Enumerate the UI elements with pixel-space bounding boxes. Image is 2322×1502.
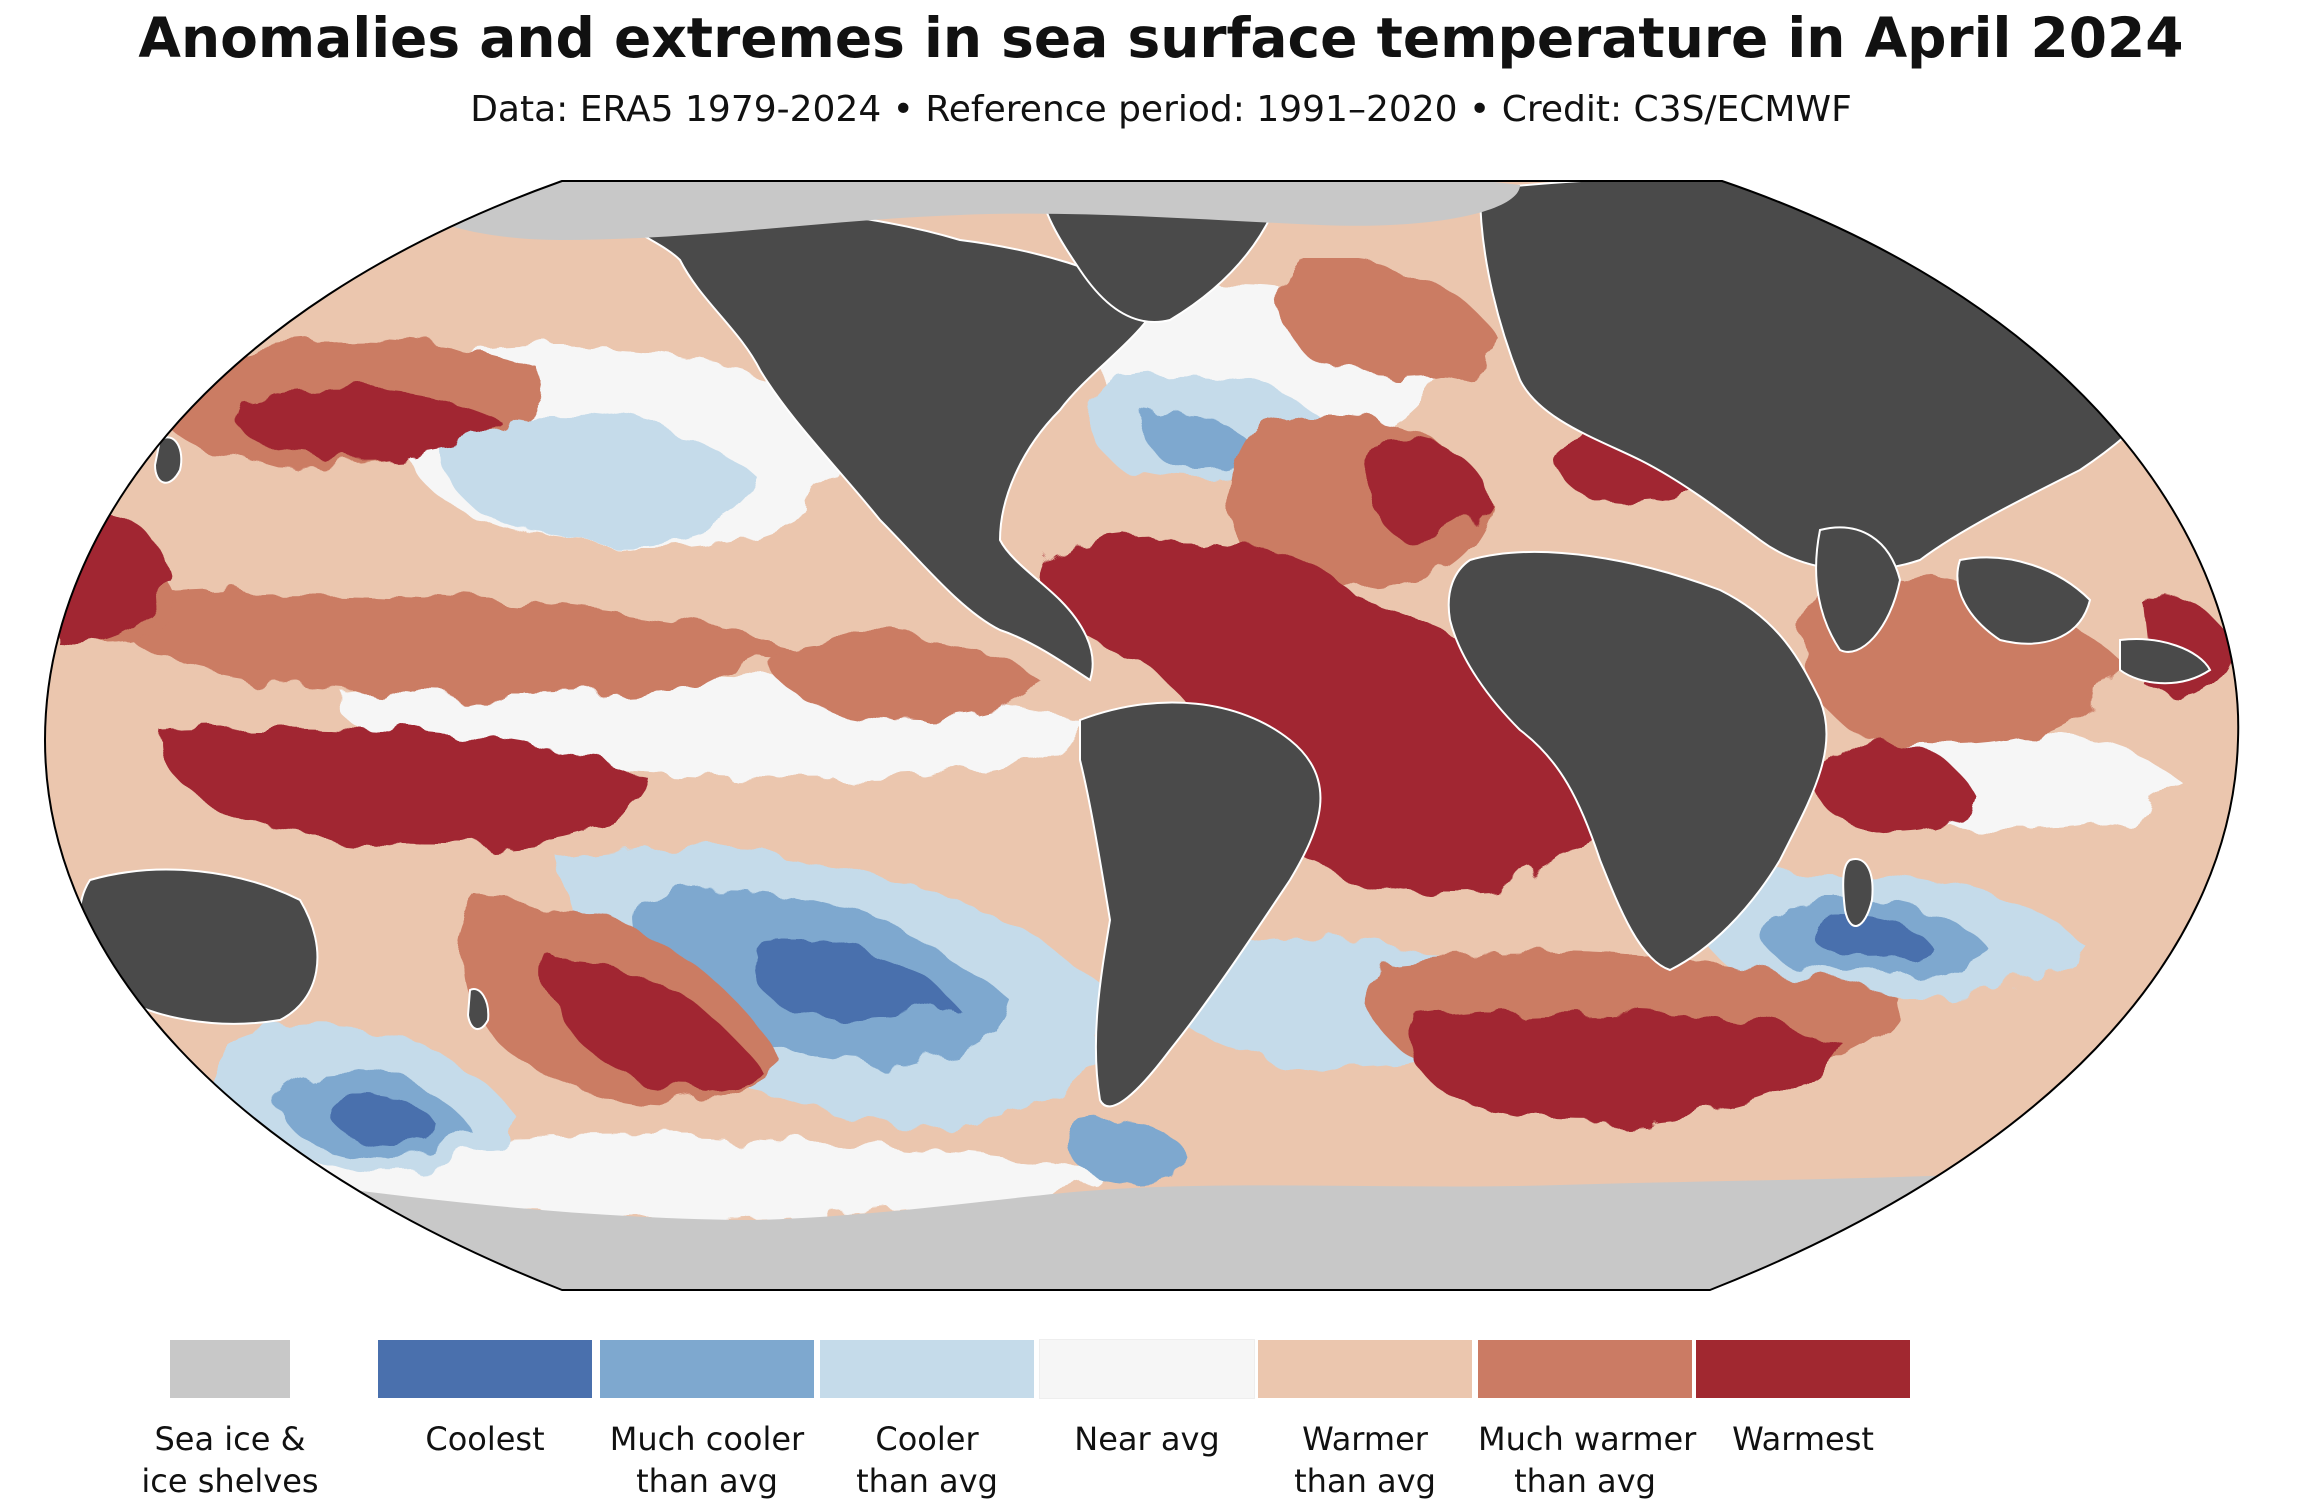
legend-swatch-warmer (1258, 1340, 1472, 1398)
coolest-south-indian (1809, 914, 1930, 959)
much-cooler-drake-passage (1065, 1117, 1190, 1181)
legend-label-coolest: Coolest (378, 1418, 592, 1460)
legend-label-warmer-line2: than avg (1294, 1462, 1436, 1500)
legend-label-sea-ice: Sea ice & ice shelves (120, 1418, 340, 1502)
legend-label-coolest-line1: Coolest (425, 1420, 545, 1458)
legend-swatch-warmest (1696, 1340, 1910, 1398)
legend-swatch-sea-ice (170, 1340, 290, 1398)
warmest-equatorial-pacific (159, 727, 650, 848)
southeast-asia (1956, 556, 2092, 645)
australia (78, 868, 319, 1025)
legend-label-near-avg-line1: Near avg (1074, 1420, 1220, 1458)
legend-label-much-cooler-line2: than avg (636, 1462, 778, 1500)
madagascar (1842, 858, 1874, 927)
cooler-north-pacific (440, 412, 760, 544)
legend-label-warmest-line1: Warmest (1732, 1420, 1874, 1458)
legend-label-sea-ice-line2: ice shelves (141, 1462, 319, 1500)
antarctic-ice (280, 1170, 2050, 1290)
legend-swatch-coolest (378, 1340, 592, 1398)
legend-label-much-warmer-line2: than avg (1514, 1462, 1656, 1500)
warmest-north-pacific (234, 389, 500, 457)
much-warmer-east-pacific (770, 632, 1040, 720)
sst-anomaly-field (50, 258, 2235, 1223)
japan (153, 436, 183, 484)
coolest-south-of-tasmania (329, 1097, 440, 1141)
near-avg-south-ocean (296, 1135, 1100, 1223)
warmest-tropical-atlantic (1036, 539, 1620, 893)
much-cooler-labrador (1149, 417, 1255, 472)
coolest-south-pacific (750, 938, 950, 1024)
arctic-sea-ice (380, 181, 1520, 240)
legend-swatch-much-warmer (1478, 1340, 1692, 1398)
legend-label-warmest: Warmest (1696, 1418, 1910, 1460)
map-title: Anomalies and extremes in sea surface te… (138, 6, 2184, 70)
legend-label-sea-ice-line1: Sea ice & (154, 1420, 306, 1458)
legend-label-cooler-line2: than avg (856, 1462, 998, 1500)
legend-label-near-avg: Near avg (1040, 1418, 1254, 1460)
north-america (618, 205, 1162, 682)
warmest-south-pacific (552, 960, 760, 1090)
globe-outline (43, 180, 2240, 1291)
legend-label-much-cooler-line1: Much cooler (609, 1420, 805, 1458)
legend-swatch-cooler (820, 1340, 1034, 1398)
new-zealand (466, 988, 490, 1030)
south-america (1079, 701, 1322, 1108)
legend-label-warmer: Warmer than avg (1258, 1418, 1472, 1502)
warmest-indian (1811, 738, 1980, 834)
legend-swatch-much-cooler (600, 1340, 814, 1398)
warmest-north-atlantic (1366, 438, 1490, 540)
legend-label-cooler-line1: Cooler (875, 1420, 979, 1458)
sea-ice (280, 181, 2050, 1290)
legend-label-much-cooler: Much cooler than avg (600, 1418, 814, 1502)
warmest-south-indian (1412, 1009, 1840, 1122)
africa (1447, 550, 1828, 972)
indonesia (2119, 638, 2212, 685)
much-warmer-central-pacific (117, 592, 780, 694)
legend-swatch-near-avg (1039, 1339, 1255, 1399)
india (1815, 526, 1902, 653)
legend-label-much-warmer: Much warmer than avg (1478, 1418, 1697, 1502)
legend-label-warmer-line1: Warmer (1302, 1420, 1428, 1458)
much-warmer-north-atlantic (1283, 258, 1500, 380)
legend-label-cooler: Cooler than avg (820, 1418, 1034, 1502)
legend-label-much-warmer-line1: Much warmer (1478, 1420, 1697, 1458)
map-subtitle: Data: ERA5 1979-2024 • Reference period:… (470, 89, 1852, 130)
